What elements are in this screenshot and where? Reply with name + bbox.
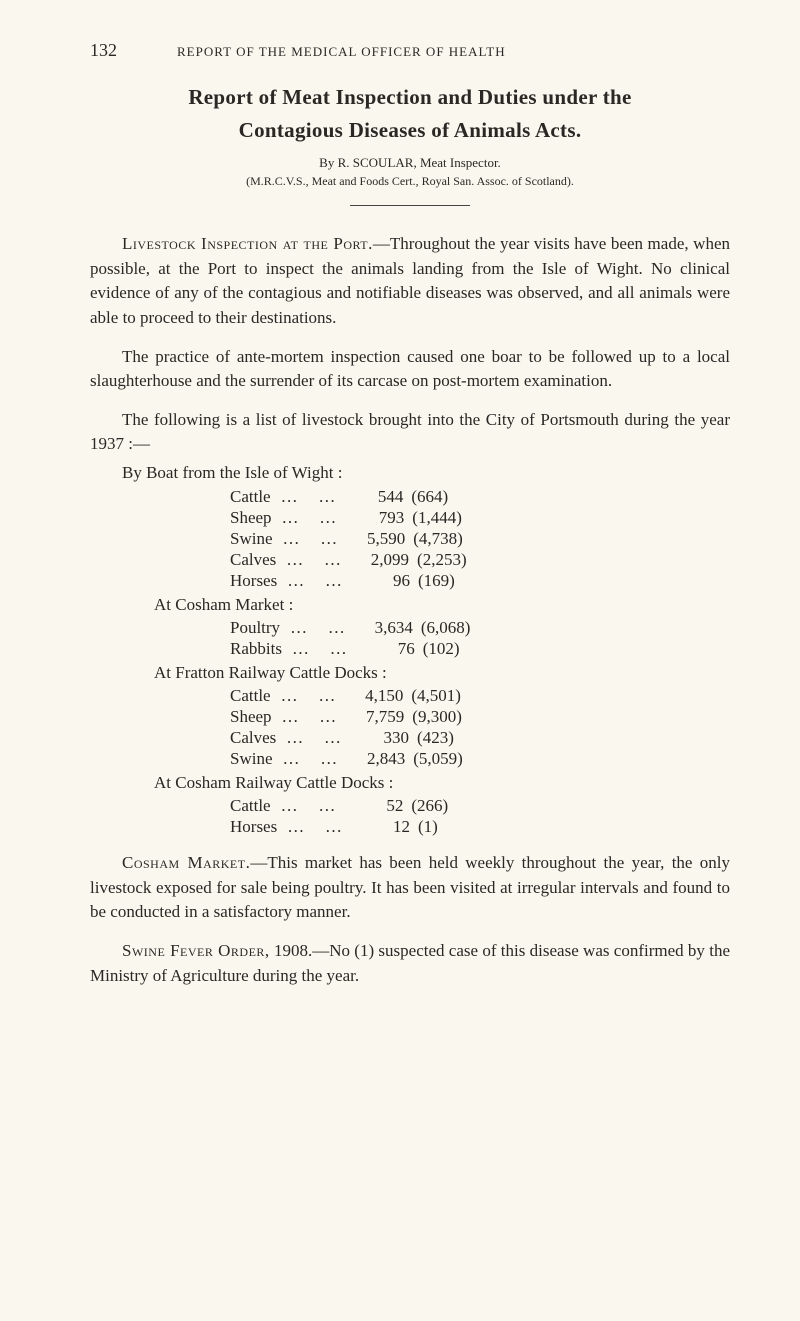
stat-paren: (664) — [403, 487, 448, 507]
stat-row: Poultry … … 3,634 (6,068) — [90, 618, 730, 638]
stat-label: Horses — [90, 817, 277, 837]
para-livestock-lead: Livestock Inspection at the Port. — [122, 234, 373, 253]
stat-num: 2,099 — [353, 550, 409, 570]
stat-paren: (423) — [409, 728, 454, 748]
stat-label: Rabbits — [90, 639, 282, 659]
para-swine: Swine Fever Order, 1908.—No (1) suspecte… — [90, 939, 730, 988]
stat-row: Cattle … … 4,150 (4,501) — [90, 686, 730, 706]
title-line-1: Report of Meat Inspection and Duties und… — [90, 85, 730, 110]
stat-dots: … … — [277, 571, 354, 591]
stat-dots: … … — [272, 508, 349, 528]
stat-label: Cattle — [90, 487, 271, 507]
stat-row: Calves … … 330 (423) — [90, 728, 730, 748]
stat-num: 5,590 — [349, 529, 405, 549]
stat-label: Cattle — [90, 686, 271, 706]
stat-dots: … … — [271, 487, 348, 507]
para-cosham: Cosham Market.—This market has been held… — [90, 851, 730, 925]
stat-num: 4,150 — [347, 686, 403, 706]
list-cosham-rail-head: At Cosham Railway Cattle Docks : — [90, 773, 730, 793]
stat-paren: (4,738) — [405, 529, 463, 549]
stat-row: Swine … … 5,590 (4,738) — [90, 529, 730, 549]
stat-row: Sheep … … 7,759 (9,300) — [90, 707, 730, 727]
list-cosham-market-head: At Cosham Market : — [90, 595, 730, 615]
stat-dots: … … — [272, 707, 349, 727]
stat-label: Calves — [90, 728, 276, 748]
list-boat-head: By Boat from the Isle of Wight : — [90, 463, 730, 483]
stat-paren: (9,300) — [404, 707, 462, 727]
stat-dots: … … — [280, 618, 357, 638]
stat-paren: (169) — [410, 571, 455, 591]
stat-label: Calves — [90, 550, 276, 570]
para-following: The following is a list of livestock bro… — [90, 408, 730, 457]
stat-label: Cattle — [90, 796, 271, 816]
stat-num: 7,759 — [348, 707, 404, 727]
para-practice: The practice of ante-mortem inspection c… — [90, 345, 730, 394]
stat-paren: (266) — [403, 796, 448, 816]
page-number: 132 — [90, 40, 117, 61]
stat-paren: (102) — [415, 639, 460, 659]
running-head: REPORT OF THE MEDICAL OFFICER OF HEALTH — [177, 44, 506, 60]
stat-label: Poultry — [90, 618, 280, 638]
stat-label: Sheep — [90, 508, 272, 528]
stat-num: 793 — [348, 508, 404, 528]
stat-dots: … … — [271, 796, 348, 816]
stat-paren: (5,059) — [405, 749, 463, 769]
stat-row: Horses … … 12 (1) — [90, 817, 730, 837]
stat-label: Horses — [90, 571, 277, 591]
divider-rule — [350, 205, 470, 206]
stat-label: Swine — [90, 529, 273, 549]
stat-dots: … … — [273, 529, 350, 549]
stat-num: 76 — [359, 639, 415, 659]
stat-dots: … … — [276, 728, 353, 748]
stat-dots: … … — [282, 639, 359, 659]
stat-num: 96 — [354, 571, 410, 591]
stat-num: 2,843 — [349, 749, 405, 769]
stat-paren: (4,501) — [403, 686, 461, 706]
byline-text: By R. SCOULAR, Meat Inspector. — [319, 155, 501, 170]
title-line-2: Contagious Diseases of Animals Acts. — [90, 118, 730, 143]
stat-row: Swine … … 2,843 (5,059) — [90, 749, 730, 769]
byline: By R. SCOULAR, Meat Inspector. — [90, 155, 730, 171]
stat-row: Horses … … 96 (169) — [90, 571, 730, 591]
stat-paren: (1,444) — [404, 508, 462, 528]
stat-dots: … … — [273, 749, 350, 769]
stat-dots: … … — [276, 550, 353, 570]
para-livestock: Livestock Inspection at the Port.—Throug… — [90, 232, 730, 331]
para-cosham-lead: Cosham Market. — [122, 853, 250, 872]
list-boat: By Boat from the Isle of Wight : Cattle … — [90, 463, 730, 837]
stat-dots: … … — [277, 817, 354, 837]
stat-num: 3,634 — [357, 618, 413, 638]
stat-row: Sheep … … 793 (1,444) — [90, 508, 730, 528]
stat-label: Swine — [90, 749, 273, 769]
list-fratton-head: At Fratton Railway Cattle Docks : — [90, 663, 730, 683]
stat-paren: (2,253) — [409, 550, 467, 570]
stat-num: 12 — [354, 817, 410, 837]
stat-num: 52 — [347, 796, 403, 816]
stat-row: Rabbits … … 76 (102) — [90, 639, 730, 659]
page-header: 132 REPORT OF THE MEDICAL OFFICER OF HEA… — [90, 40, 730, 61]
subbyline: (M.R.C.V.S., Meat and Foods Cert., Royal… — [90, 174, 730, 189]
stat-num: 544 — [347, 487, 403, 507]
stat-row: Cattle … … 544 (664) — [90, 487, 730, 507]
stat-row: Calves … … 2,099 (2,253) — [90, 550, 730, 570]
document-page: 132 REPORT OF THE MEDICAL OFFICER OF HEA… — [0, 0, 800, 1321]
para-swine-lead: Swine Fever Order, — [122, 941, 270, 960]
stat-row: Cattle … … 52 (266) — [90, 796, 730, 816]
stat-paren: (1) — [410, 817, 438, 837]
stat-num: 330 — [353, 728, 409, 748]
stat-paren: (6,068) — [413, 618, 471, 638]
stat-label: Sheep — [90, 707, 272, 727]
stat-dots: … … — [271, 686, 348, 706]
